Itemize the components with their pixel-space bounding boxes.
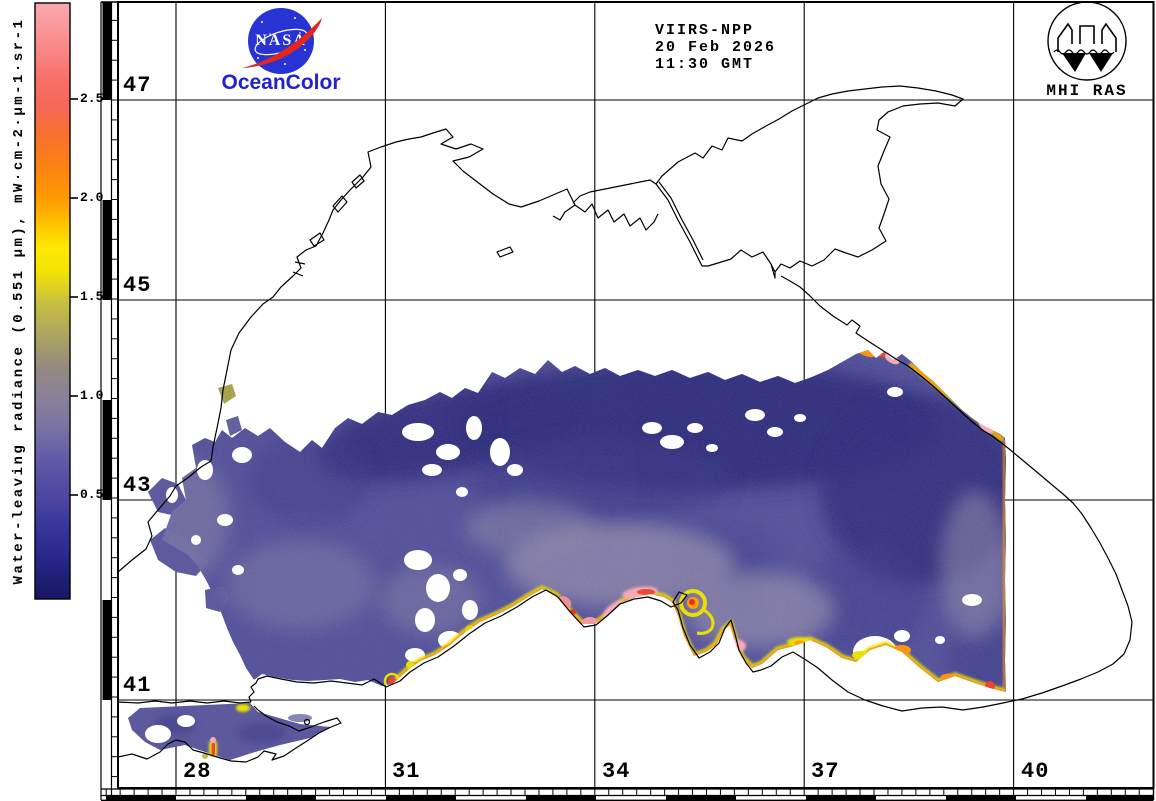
lat-label-41: 41 — [123, 673, 152, 698]
coastal-eddy — [679, 589, 715, 635]
lon-label-40: 40 — [1021, 759, 1050, 784]
colorbar-tick-label: 2.0 — [80, 190, 104, 205]
lon-label-34: 34 — [602, 759, 631, 784]
radiance-data-field — [128, 350, 1006, 760]
lat-label-47: 47 — [123, 73, 152, 98]
latitude-ruler — [100, 1, 118, 800]
mhi-ras-logo — [1047, 1, 1127, 81]
colorbar-tick-label: 0.5 — [80, 487, 104, 502]
longitude-ruler — [101, 2, 1155, 801]
colorbar-tick-label: 2.5 — [80, 91, 104, 106]
nasa-swoosh-icon — [242, 18, 322, 68]
oceancolor-label: OceanColor — [221, 71, 341, 94]
acquisition-date: 20 Feb 2026 — [655, 39, 777, 56]
satellite-name: VIIRS-NPP — [655, 22, 755, 39]
lon-label-37: 37 — [811, 759, 840, 784]
mhi-ras-label: MHI RAS — [1046, 82, 1128, 100]
graticule-grid — [118, 2, 1153, 788]
lat-label-43: 43 — [123, 473, 152, 498]
colorbar-tick-marks — [70, 98, 78, 496]
colorbar-tick-label: 1.5 — [80, 289, 104, 304]
lat-label-45: 45 — [123, 273, 152, 298]
colorbar-tick-label: 1.0 — [80, 388, 104, 403]
lon-label-31: 31 — [392, 759, 421, 784]
map-frame — [100, 1, 1155, 801]
marmara-data — [128, 703, 330, 760]
lon-label-28: 28 — [183, 759, 212, 784]
coastline — [117, 85, 1133, 763]
colorbar — [34, 2, 78, 600]
colorbar-gradient — [34, 2, 71, 600]
acquisition-time: 11:30 GMT — [655, 56, 755, 73]
colorbar-axis-label: Water-leaving radiance (0.551 μm), mW·cm… — [11, 17, 27, 585]
